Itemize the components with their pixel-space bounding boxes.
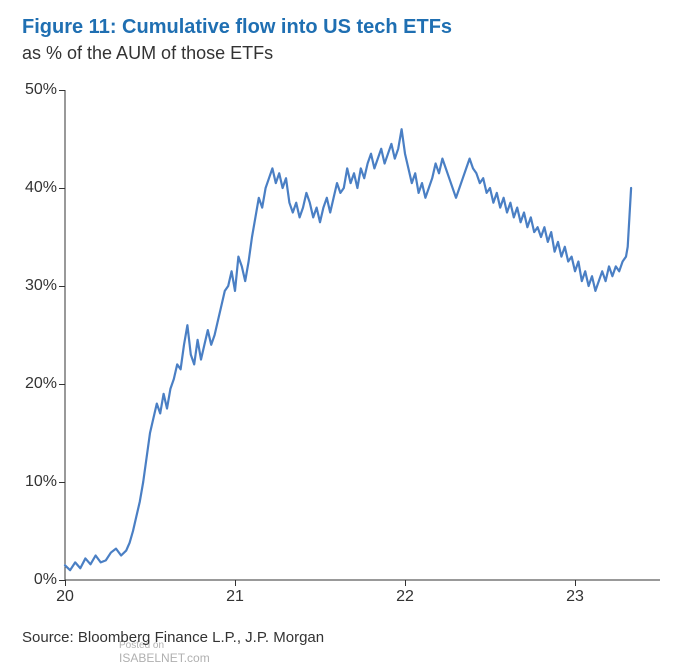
chart-title: Figure 11: Cumulative flow into US tech … <box>0 0 700 43</box>
series-line <box>65 129 631 570</box>
chart-plot-area: 0%10%20%30%40%50% 20212223 Posted on ISA… <box>65 90 660 580</box>
x-axis-label: 20 <box>56 588 74 606</box>
x-axis-label: 23 <box>566 588 584 606</box>
y-tick <box>59 286 65 287</box>
x-tick <box>405 580 406 586</box>
x-tick <box>575 580 576 586</box>
x-tick <box>235 580 236 586</box>
chart-subtitle: as % of the AUM of those ETFs <box>0 43 700 76</box>
source-attribution: Source: Bloomberg Finance L.P., J.P. Mor… <box>22 629 324 646</box>
y-axis-label: 50% <box>25 81 57 99</box>
y-axis-label: 0% <box>34 571 57 589</box>
y-tick <box>59 90 65 91</box>
y-axis-label: 10% <box>25 473 57 491</box>
line-chart-svg <box>65 90 660 580</box>
y-axis-label: 20% <box>25 375 57 393</box>
x-tick <box>65 580 66 586</box>
y-tick <box>59 482 65 483</box>
x-axis-label: 22 <box>396 588 414 606</box>
y-axis-label: 40% <box>25 179 57 197</box>
y-tick <box>59 384 65 385</box>
y-tick <box>59 188 65 189</box>
y-axis-label: 30% <box>25 277 57 295</box>
x-axis-label: 21 <box>226 588 244 606</box>
